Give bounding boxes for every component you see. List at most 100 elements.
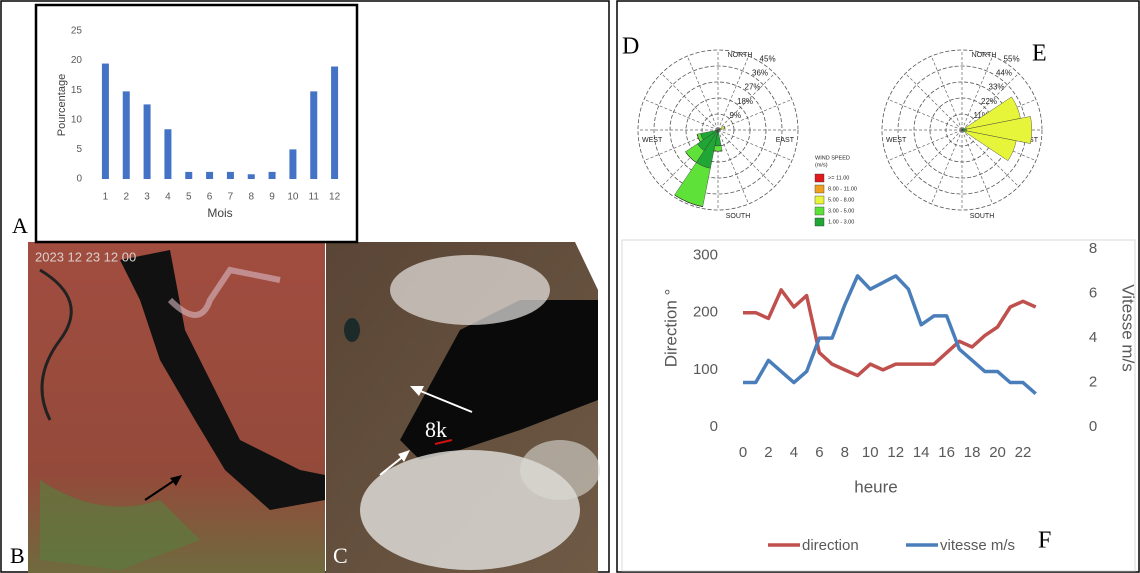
y-tick-label: 5 — [76, 144, 82, 155]
spoke — [643, 129, 719, 161]
y-tick-label: 15 — [71, 85, 83, 96]
spoke — [961, 73, 1019, 131]
y-tick-label: 100 — [693, 361, 718, 378]
ring-label: 11% — [974, 111, 989, 120]
y-tick-label: 200 — [693, 304, 718, 321]
image-timestamp: 2023 12 23 12 00 — [35, 249, 136, 264]
spoke — [961, 129, 993, 205]
ring — [669, 81, 767, 179]
panel-label: B — [10, 543, 25, 568]
bar — [143, 104, 151, 179]
ring-label: 18% — [737, 97, 753, 106]
x-tick-label: 11 — [309, 192, 320, 203]
x-tick-label: 6 — [815, 444, 823, 461]
legend-label: 1.00 - 3.00 — [828, 219, 854, 225]
ring-label: 36% — [752, 69, 768, 78]
spoke — [887, 129, 963, 161]
satellite-image-b: 2023 12 23 12 00 B — [10, 242, 325, 573]
legend-label: 5.00 - 8.00 — [828, 197, 854, 203]
x-tick-label: 1 — [103, 192, 109, 203]
y2-axis-label: Vitesse m/s — [1119, 284, 1138, 372]
spoke — [717, 129, 749, 205]
data-line — [743, 288, 1037, 378]
x-tick-label: 2 — [123, 192, 129, 203]
x-axis-label: heure — [854, 477, 897, 496]
bar — [226, 171, 234, 179]
legend-swatch — [814, 173, 825, 183]
bar — [101, 63, 109, 180]
ring-label: 45% — [760, 54, 776, 63]
bar — [310, 91, 318, 179]
x-tick-label: 10 — [862, 444, 879, 461]
rose-segment — [713, 145, 723, 152]
panel-label: E — [1032, 41, 1047, 67]
bar — [331, 66, 339, 179]
x-tick-label: 4 — [165, 192, 171, 203]
spoke — [961, 129, 1019, 187]
panel-label: D — [622, 34, 639, 60]
ring-label: 44% — [996, 69, 1012, 78]
x-tick-label: 9 — [269, 192, 275, 203]
chart-frame — [621, 239, 1136, 572]
spoke — [717, 129, 775, 187]
ring-label: 9% — [730, 111, 742, 120]
bar — [268, 171, 276, 179]
x-tick-label: 12 — [887, 444, 904, 461]
compass-label: NORTH — [972, 52, 997, 59]
satellite-image-c: 8k C — [326, 242, 600, 573]
compass-label: EAST — [776, 137, 795, 144]
bar — [206, 171, 214, 179]
spoke — [931, 129, 963, 205]
x-tick-label: 10 — [287, 192, 299, 203]
x-tick-label: 3 — [144, 192, 150, 203]
bar — [164, 129, 172, 179]
spoke — [905, 129, 963, 187]
y2-tick-label: 8 — [1089, 240, 1097, 257]
compass-label: NORTH — [728, 52, 753, 59]
y2-tick-label: 6 — [1089, 285, 1097, 302]
x-tick-label: 12 — [329, 192, 341, 203]
compass-label: WEST — [886, 137, 907, 144]
legend-swatch — [814, 217, 825, 227]
inset-frame — [34, 3, 359, 244]
x-axis-label: Mois — [207, 206, 232, 220]
rose-segment — [965, 130, 1017, 161]
x-tick-label: 5 — [186, 192, 192, 203]
spoke — [931, 55, 963, 131]
x-tick-label: 7 — [228, 192, 234, 203]
spoke — [661, 129, 719, 187]
x-tick-label: 18 — [964, 444, 981, 461]
y2-tick-label: 2 — [1089, 374, 1097, 391]
y-tick-label: 300 — [693, 247, 718, 264]
legend-label: 8.00 - 11.00 — [828, 186, 857, 192]
bar — [185, 171, 193, 179]
ring-label: 22% — [981, 97, 997, 106]
spoke — [905, 73, 963, 131]
legend-label: 3.00 - 5.00 — [828, 208, 854, 214]
bar — [122, 91, 130, 179]
legend-swatch — [814, 184, 825, 194]
panel-label: A — [12, 213, 28, 238]
y-tick-label: 25 — [71, 26, 83, 37]
legend-swatch — [814, 195, 825, 205]
bar — [289, 149, 297, 179]
ring — [685, 97, 751, 163]
spoke — [717, 73, 775, 131]
wind-rose: 9% 18% 27% 36% 45% NORTH SOUTH EAST WEST — [637, 49, 799, 220]
legend-label: vitesse m/s — [940, 537, 1015, 554]
x-tick-label: 16 — [938, 444, 955, 461]
y-axis-label: Direction ° — [661, 289, 680, 368]
compass-label: WEST — [642, 137, 663, 144]
y2-tick-label: 0 — [1089, 418, 1097, 435]
ring-label: 55% — [1004, 54, 1020, 63]
x-tick-label: 20 — [989, 444, 1006, 461]
spoke — [717, 99, 793, 131]
legend-label: direction — [802, 537, 859, 554]
rose-segment — [966, 116, 1033, 144]
ring-label: 33% — [989, 83, 1005, 92]
rose-segment — [696, 134, 701, 142]
x-tick-label: 2 — [764, 444, 772, 461]
x-tick-label: 6 — [207, 192, 213, 203]
y-tick-label: 0 — [76, 174, 82, 185]
